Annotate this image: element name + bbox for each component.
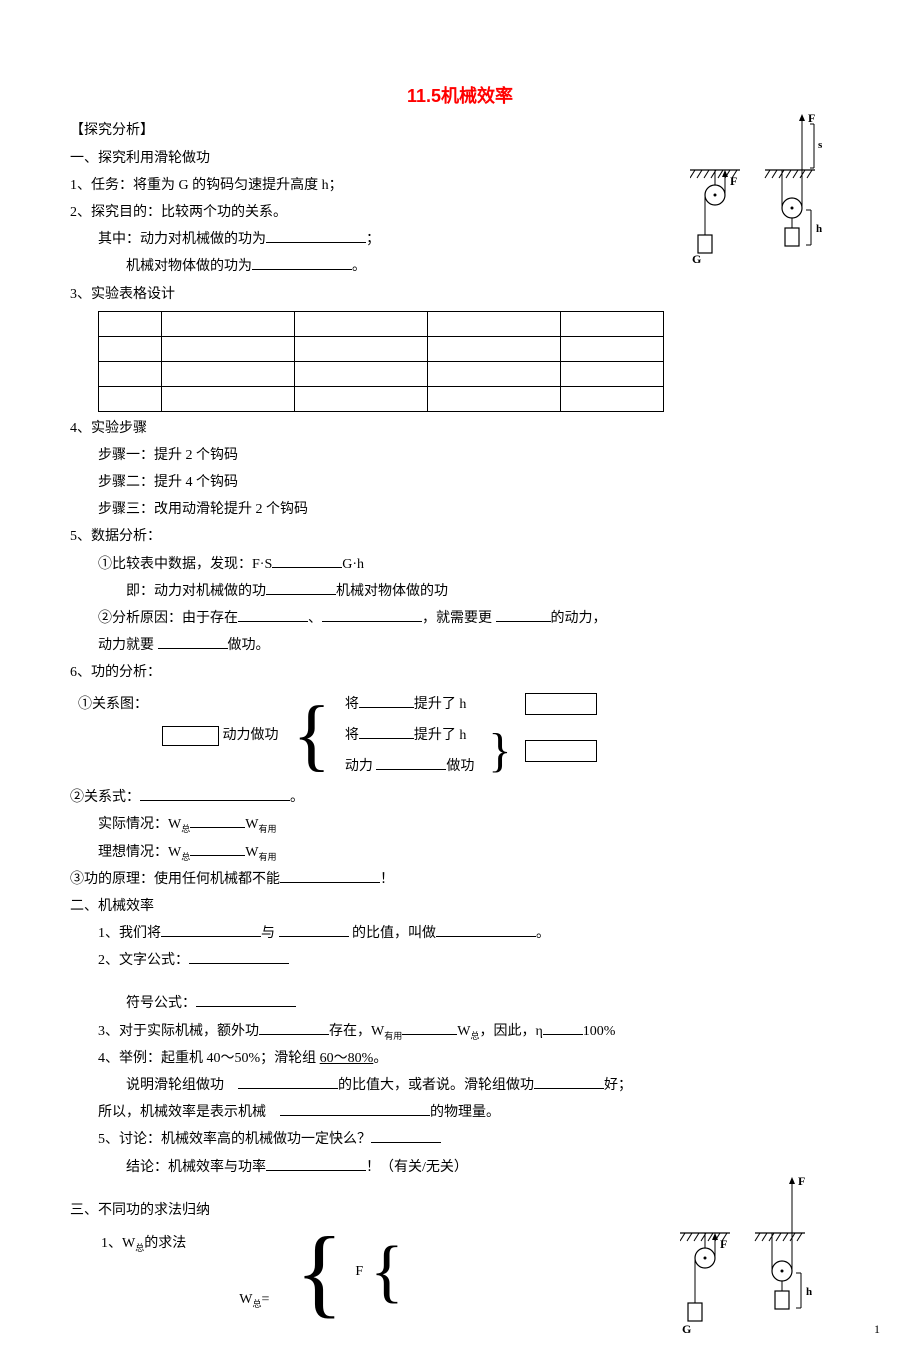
svg-text:h: h	[806, 1286, 812, 1298]
blank	[196, 992, 296, 1007]
relation-diagram: ①关系图： 动力做功 { 将提升了 h 将提升了 h } 动力 做功	[70, 688, 605, 784]
blank	[279, 922, 349, 937]
svg-text:h: h	[816, 223, 822, 235]
text: 所以，机械效率是表示机械 的物理量。	[70, 1100, 850, 1125]
box	[162, 726, 219, 746]
text: 动力就要 做功。	[70, 633, 850, 658]
blank	[252, 255, 352, 270]
blank	[259, 1020, 329, 1035]
text: 3、实验表格设计	[70, 282, 850, 307]
heading-2: 二、机械效率	[70, 894, 850, 919]
brace-icon: {	[287, 690, 337, 782]
blank	[140, 786, 290, 801]
svg-text:F: F	[808, 111, 815, 125]
text: 3、对于实际机械，额外功存在，W有用W总，因此，η100%	[70, 1019, 850, 1044]
blank	[266, 228, 366, 243]
text: 符号公式：	[70, 991, 850, 1016]
blank	[280, 868, 380, 883]
blank	[238, 607, 308, 622]
summary-diagram: 1、W总的求法 W总= { F {	[98, 1225, 410, 1318]
svg-text:F: F	[720, 1237, 727, 1251]
text: 说明滑轮组做功 的比值大，或者说。滑轮组做功好；	[70, 1073, 850, 1098]
brace-icon: {	[291, 1227, 347, 1316]
svg-text:s: s	[818, 139, 823, 151]
data-table	[98, 311, 664, 412]
pulley-diagram-top: F G F s h	[690, 110, 840, 265]
blank	[190, 841, 245, 856]
text: 5、数据分析：	[70, 524, 850, 549]
page-number: 1	[874, 1319, 880, 1341]
text: 实际情况：W总W有用	[70, 812, 850, 837]
text: 1、我们将与 的比值，叫做。	[70, 921, 850, 946]
pulley-diagram-bottom: F G F h	[680, 1173, 830, 1338]
blank	[322, 607, 422, 622]
text: 步骤三：改用动滑轮提升 2 个钩码	[70, 497, 850, 522]
blank	[238, 1074, 338, 1089]
blank	[534, 1074, 604, 1089]
text: 6、功的分析：	[70, 660, 850, 685]
text: 4、实验步骤	[70, 416, 850, 441]
text: 即：动力对机械做的功机械对物体做的功	[70, 579, 850, 604]
blank	[158, 634, 228, 649]
blank	[376, 755, 446, 770]
blank	[190, 813, 245, 828]
blank	[543, 1020, 583, 1035]
spacer	[70, 975, 850, 989]
text: 5、讨论：机械效率高的机械做功一定快么？	[70, 1127, 850, 1152]
blank	[371, 1128, 441, 1143]
blank	[266, 580, 336, 595]
text: 步骤二：提升 4 个钩码	[70, 470, 850, 495]
blank	[266, 1156, 366, 1171]
blank	[496, 607, 551, 622]
text: 4、举例：起重机 40～50%；滑轮组 60～80%。	[70, 1046, 850, 1071]
blank	[402, 1020, 457, 1035]
text: ②关系式：。	[70, 785, 850, 810]
blank	[359, 693, 414, 708]
text: ③功的原理：使用任何机械都不能！	[70, 867, 850, 892]
text: ①比较表中数据，发现：F·SG·h	[70, 552, 850, 577]
blank	[436, 922, 536, 937]
blank	[280, 1101, 430, 1116]
svg-text:G: G	[682, 1322, 691, 1336]
box	[525, 693, 597, 715]
box	[525, 740, 597, 762]
blank	[272, 553, 342, 568]
text: 步骤一：提升 2 个钩码	[70, 443, 850, 468]
text: ②分析原因：由于存在、，就需要更 的动力，	[70, 606, 850, 631]
brace-icon: {	[366, 1227, 408, 1316]
blank	[359, 724, 414, 739]
svg-text:F: F	[730, 174, 737, 188]
blank	[161, 922, 261, 937]
text: 2、文字公式：	[70, 948, 850, 973]
text: 理想情况：W总W有用	[70, 840, 850, 865]
brace-icon: }	[482, 721, 517, 781]
blank	[189, 949, 289, 964]
svg-text:G: G	[692, 252, 701, 265]
page-title: 11.5机械效率	[70, 80, 850, 112]
svg-text:F: F	[798, 1174, 805, 1188]
